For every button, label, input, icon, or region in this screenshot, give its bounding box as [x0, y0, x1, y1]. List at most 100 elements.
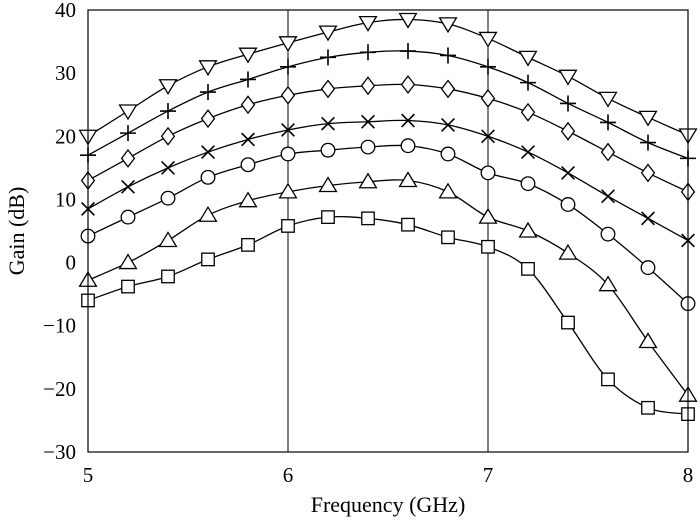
data-point-plus: [240, 71, 256, 88]
data-point-square: [321, 210, 335, 224]
data-point-triangle-up: [558, 243, 578, 260]
data-point-triangle-down: [238, 47, 258, 64]
data-point-circle: [640, 260, 656, 276]
y-tick-label: −10: [43, 314, 76, 338]
data-point-square: [241, 238, 255, 252]
data-point-triangle-down: [358, 15, 378, 32]
data-point-plus: [640, 134, 656, 151]
data-point-triangle-up: [638, 332, 658, 349]
data-point-triangle-down: [438, 17, 458, 34]
data-point-triangle-up: [198, 205, 218, 222]
data-point-plus: [320, 49, 336, 66]
data-point-plus: [120, 125, 136, 142]
series-line-square: [87, 215, 689, 415]
data-point-plus: [600, 114, 616, 131]
y-axis-title: Gain (dB): [4, 187, 29, 276]
data-point-x: [161, 160, 175, 175]
data-point-x: [321, 116, 335, 131]
data-point-diamond: [280, 85, 296, 105]
data-point-circle: [320, 142, 336, 158]
data-point-triangle-down: [478, 31, 498, 48]
y-tick-label: −20: [43, 377, 76, 401]
data-point-square: [201, 252, 215, 267]
data-point-plus: [480, 58, 496, 75]
data-point-square: [401, 217, 415, 232]
data-point-triangle-up: [238, 191, 258, 208]
data-point-plus: [400, 43, 416, 60]
data-point-triangle-up: [598, 275, 618, 292]
data-point-triangle-down: [278, 36, 298, 53]
data-point-square: [521, 261, 535, 276]
series-triangle-up: [78, 171, 698, 402]
data-point-circle: [400, 138, 416, 154]
data-point-diamond: [320, 79, 336, 99]
data-point-triangle-down: [118, 104, 138, 121]
data-point-square: [561, 315, 575, 330]
y-tick-label: 10: [55, 187, 76, 211]
data-point-x: [561, 165, 575, 180]
data-point-diamond: [360, 76, 376, 96]
data-point-x: [601, 189, 615, 204]
data-point-x: [281, 123, 295, 137]
data-point-square: [361, 211, 375, 226]
data-point-plus: [160, 103, 176, 120]
series-layer: [78, 12, 698, 422]
data-point-triangle-up: [158, 231, 178, 248]
data-point-x: [201, 145, 215, 160]
series-line-diamond: [87, 83, 689, 193]
data-point-diamond: [400, 75, 416, 94]
data-point-plus: [200, 84, 216, 101]
data-point-triangle-down: [158, 79, 178, 96]
data-point-circle: [480, 165, 496, 181]
series-plus: [80, 43, 696, 167]
data-point-square: [281, 219, 295, 233]
data-point-diamond: [520, 102, 536, 122]
y-tick-label: 40: [55, 0, 76, 22]
data-point-square: [161, 269, 175, 284]
data-point-triangle-up: [438, 182, 458, 199]
series-line-triangle-down: [87, 18, 689, 137]
data-point-x: [361, 114, 375, 129]
data-point-square: [481, 239, 495, 254]
data-point-triangle-down: [598, 91, 618, 108]
series-line-triangle-up: [87, 179, 689, 396]
data-point-x: [441, 117, 455, 132]
plot-frame: [87, 9, 689, 453]
data-point-plus: [520, 74, 536, 91]
data-point-triangle-up: [278, 182, 298, 199]
series-line-plus: [87, 50, 689, 159]
data-point-triangle-up: [478, 207, 498, 224]
data-point-diamond: [240, 95, 256, 115]
data-point-x: [641, 211, 655, 226]
data-point-circle: [440, 146, 456, 162]
data-point-circle: [200, 169, 216, 185]
y-tick-labels: −30 −20 −10 0 10 20 30 40: [43, 0, 76, 464]
y-tick-label: −30: [43, 440, 76, 464]
data-point-triangle-down: [198, 60, 218, 77]
data-point-triangle-up: [358, 172, 378, 189]
data-point-square: [641, 400, 655, 415]
data-point-plus: [440, 47, 456, 64]
data-point-diamond: [200, 109, 216, 129]
data-point-circle: [600, 226, 616, 242]
y-tick-label: 0: [66, 251, 77, 275]
data-point-diamond: [640, 163, 656, 183]
data-point-circle: [240, 157, 256, 173]
series-circle: [80, 138, 696, 312]
x-tick-label: 7: [483, 463, 494, 487]
data-point-circle: [560, 197, 576, 212]
data-point-diamond: [560, 121, 576, 141]
data-point-diamond: [120, 148, 136, 168]
data-point-triangle-down: [558, 69, 578, 86]
series-x: [81, 113, 695, 248]
data-point-triangle-down: [398, 12, 418, 29]
data-point-triangle-up: [118, 253, 138, 270]
data-point-triangle-down: [638, 110, 658, 127]
y-tick-label: 20: [55, 124, 76, 148]
data-point-triangle-up: [318, 176, 338, 193]
data-point-triangle-up: [398, 171, 418, 188]
data-point-circle: [360, 139, 376, 155]
data-point-circle: [280, 146, 296, 162]
x-tick-label: 5: [83, 463, 94, 487]
